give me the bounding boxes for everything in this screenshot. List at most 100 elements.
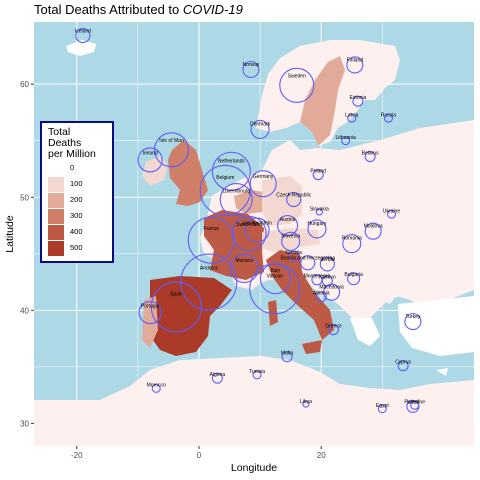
country-label: Ukraine <box>383 208 400 214</box>
chart-title: Total Deaths Attributed to COVID-19 <box>34 2 243 17</box>
country-label: Bulgaria <box>344 272 363 278</box>
country-label: Monaco <box>235 258 253 264</box>
country-label: France <box>203 226 219 232</box>
country-label: Romania <box>342 236 362 242</box>
country-marker <box>315 291 327 303</box>
country-label: Isle of Man <box>159 138 184 144</box>
land-iceland <box>66 40 96 56</box>
country-label: Libya <box>300 399 312 405</box>
country-marker <box>151 383 161 393</box>
country-label: Norway <box>242 62 259 68</box>
country-label: Lithuania <box>336 135 357 141</box>
country-marker <box>249 170 277 198</box>
land-north-africa <box>34 356 474 446</box>
country-markers <box>75 28 422 414</box>
country-label: Slovenia <box>281 233 300 239</box>
chart-title-virus: COVID-19 <box>182 2 243 17</box>
land-britain <box>168 140 208 206</box>
country-label: Montenegro <box>304 274 331 280</box>
country-marker <box>187 216 235 264</box>
country-label: Bosnia and Herzegovina <box>281 256 336 262</box>
country-label: Switzerland <box>236 222 262 228</box>
axes: -20 0 20 30 40 50 60 Longitude Latitude <box>4 80 326 474</box>
country-marker <box>288 250 300 262</box>
country-marker <box>352 95 364 107</box>
country-label: Denmark <box>250 121 271 127</box>
legend-swatch <box>48 225 64 240</box>
legend-item: 100 <box>48 177 110 192</box>
country-marker <box>327 323 339 336</box>
country-marker <box>281 351 293 363</box>
country-label: Ireland <box>142 151 158 157</box>
country-marker <box>386 209 397 219</box>
legend-item: 300 <box>48 209 110 224</box>
country-label: Malta <box>281 350 293 356</box>
legend-label: 300 <box>70 211 83 220</box>
country-label: Spain <box>170 292 183 298</box>
x-tick-label: 0 <box>197 451 202 460</box>
country-marker <box>231 215 267 251</box>
country-label: Belgium <box>216 175 234 181</box>
country-label: Czech Republic <box>276 192 312 198</box>
legend-item: 200 <box>48 193 110 208</box>
country-marker <box>315 208 323 216</box>
x-tick-label: 20 <box>317 451 326 460</box>
country-marker <box>229 253 259 284</box>
country-marker <box>242 60 260 79</box>
country-marker <box>319 256 335 272</box>
country-marker <box>383 113 393 123</box>
country-label: Serbia <box>320 257 335 263</box>
country-marker <box>199 164 251 217</box>
legend-label: 500 <box>70 243 83 252</box>
country-label: Kosovo <box>319 275 336 281</box>
y-axis-label: Latitude <box>4 215 16 253</box>
country-marker <box>312 169 324 181</box>
land-balkans <box>318 248 410 318</box>
land-cyprus <box>436 368 448 376</box>
y-tick-label: 50 <box>20 193 29 202</box>
country-marker <box>397 360 409 372</box>
y-tick-label: 60 <box>20 80 29 89</box>
country-marker <box>404 313 422 331</box>
land-sicily <box>302 340 322 354</box>
legend: Total Deaths per Million 0 100 200 300 400 50… <box>40 121 114 263</box>
y-tick-label: 40 <box>20 306 29 315</box>
country-label: Turkey <box>405 314 421 320</box>
country-marker <box>347 113 357 123</box>
land-portugal <box>142 296 158 348</box>
country-label: Belarus <box>362 150 379 156</box>
legend-item: 500 <box>48 241 110 256</box>
country-marker <box>341 136 351 146</box>
legend-swatch <box>48 241 64 256</box>
country-marker <box>377 404 387 414</box>
land-masses <box>34 40 474 446</box>
country-label: Austria <box>280 217 296 223</box>
country-marker <box>153 132 190 168</box>
country-label: Israel <box>407 400 419 406</box>
country-marker <box>307 219 327 239</box>
country-label: Sweden <box>288 74 306 80</box>
country-marker <box>281 231 301 251</box>
legend-swatch <box>48 177 64 192</box>
country-marker <box>211 151 251 191</box>
country-label: Italy <box>271 268 281 274</box>
country-marker <box>347 272 361 286</box>
y-tick-label: 30 <box>20 419 29 428</box>
land-italy <box>266 250 334 340</box>
legend-swatch <box>48 209 64 224</box>
country-marker <box>364 150 376 163</box>
country-labels: Iceland Norway Sweden Finland Estonia Latvia R… <box>75 28 425 408</box>
country-marker <box>252 370 262 380</box>
country-marker <box>138 301 162 325</box>
country-label: Portugal <box>141 304 160 310</box>
land-sweden <box>300 56 345 146</box>
country-marker <box>364 222 382 240</box>
legend-swatch <box>48 193 64 208</box>
legend-swatch <box>48 161 64 176</box>
country-label: Cyprus <box>395 359 411 365</box>
country-label: Luxembourg <box>222 188 250 194</box>
country-label: Finland <box>347 57 364 63</box>
country-label: Algeria <box>210 372 226 378</box>
country-label: Russia <box>381 112 397 118</box>
